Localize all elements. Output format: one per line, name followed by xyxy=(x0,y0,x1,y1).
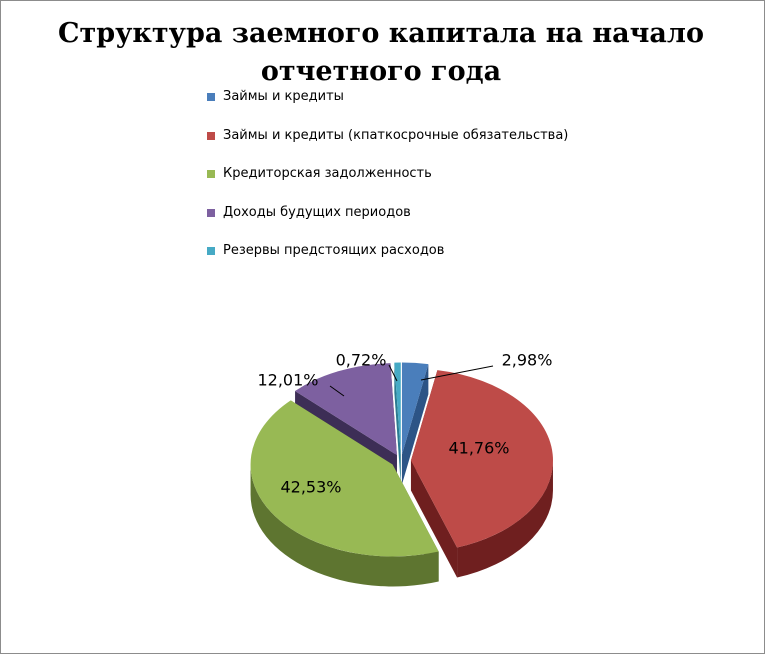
legend-swatch xyxy=(207,93,215,101)
legend-label: Займы и кредиты (кпаткосрочные обязатель… xyxy=(223,127,569,143)
pie-slice-wall xyxy=(250,464,439,587)
chart-title: Структура заемного капитала на начало от… xyxy=(58,18,704,87)
legend-swatch xyxy=(207,170,215,178)
legend-label: Кредиторская задолженность xyxy=(223,166,432,181)
pie-slice xyxy=(401,362,429,455)
legend-swatch xyxy=(207,208,215,217)
pie-slice xyxy=(410,370,553,548)
pie-slice-side xyxy=(401,364,429,485)
data-label: 2,98% xyxy=(502,351,553,370)
legend-swatch xyxy=(207,131,215,140)
pie-slice xyxy=(295,363,397,456)
pie-slice xyxy=(250,400,439,557)
pie-slice xyxy=(394,362,401,455)
data-label: 0,72% xyxy=(336,351,387,370)
leader-line xyxy=(420,365,494,381)
legend-item: Резервы предстоящих расходов xyxy=(207,243,568,282)
data-label: 12,01% xyxy=(257,371,318,390)
data-label: 42,53% xyxy=(280,478,341,497)
pie-slice-cut xyxy=(401,364,429,485)
legend-item: Займы и кредиты (кпаткосрочные обязатель… xyxy=(207,128,568,167)
legend-label: Займы и кредиты xyxy=(223,89,344,104)
legend-swatch xyxy=(207,247,215,255)
leader-line xyxy=(329,385,345,397)
pie-slice-cut xyxy=(410,460,458,578)
legend-label: Доходы будущих периодов xyxy=(223,204,411,220)
pie-slice-wall xyxy=(457,460,553,578)
pie-slice-cut xyxy=(394,362,401,485)
legend: Займы и кредиты Займы и кредиты (кпаткоср… xyxy=(207,89,568,282)
leader-line xyxy=(388,364,398,382)
legend-label: Резервы предстоящих расходов xyxy=(223,243,445,258)
pie-slice-side xyxy=(394,362,401,485)
legend-item: Доходы будущих периодов xyxy=(207,205,568,244)
data-label: 41,76% xyxy=(448,439,509,458)
legend-item: Кредиторская задолженность xyxy=(207,166,568,205)
legend-item: Займы и кредиты xyxy=(207,89,568,128)
